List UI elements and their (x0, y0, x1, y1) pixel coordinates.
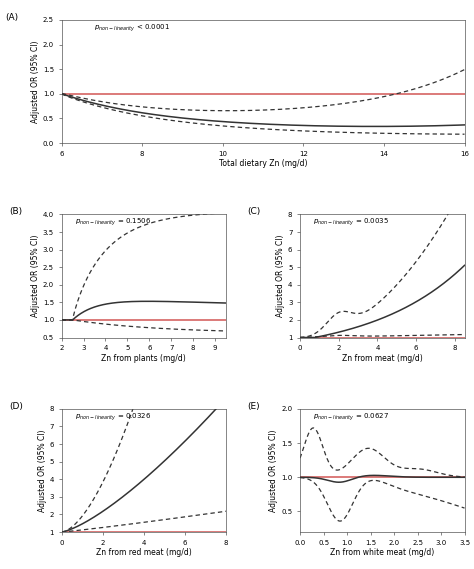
Text: (E): (E) (247, 402, 260, 410)
Text: $p_{non-linearity}$ < 0.0001: $p_{non-linearity}$ < 0.0001 (94, 22, 170, 34)
Y-axis label: Adjusted OR (95% CI): Adjusted OR (95% CI) (38, 429, 47, 512)
Text: $p_{non-linearity}$ = 0.1506: $p_{non-linearity}$ = 0.1506 (75, 217, 151, 228)
Text: (D): (D) (9, 402, 23, 410)
Y-axis label: Adjusted OR (95% CI): Adjusted OR (95% CI) (31, 40, 40, 123)
Text: $p_{non-linearity}$ = 0.0627: $p_{non-linearity}$ = 0.0627 (313, 411, 389, 423)
Text: (C): (C) (247, 207, 261, 216)
Y-axis label: Adjusted OR (95% CI): Adjusted OR (95% CI) (269, 429, 278, 512)
X-axis label: Zn from meat (mg/d): Zn from meat (mg/d) (342, 354, 423, 363)
X-axis label: Zn from red meat (mg/d): Zn from red meat (mg/d) (96, 549, 191, 558)
Text: $p_{non-linearity}$ = 0.0326: $p_{non-linearity}$ = 0.0326 (75, 411, 151, 423)
Text: (B): (B) (9, 207, 22, 216)
Y-axis label: Adjusted OR (95% CI): Adjusted OR (95% CI) (31, 235, 40, 317)
Text: (A): (A) (5, 13, 18, 22)
X-axis label: Zn from white meat (mg/d): Zn from white meat (mg/d) (330, 549, 434, 558)
Text: $p_{non-linearity}$ = 0.0035: $p_{non-linearity}$ = 0.0035 (313, 217, 389, 228)
Y-axis label: Adjusted OR (95% CI): Adjusted OR (95% CI) (276, 235, 285, 317)
X-axis label: Zn from plants (mg/d): Zn from plants (mg/d) (101, 354, 186, 363)
X-axis label: Total dietary Zn (mg/d): Total dietary Zn (mg/d) (219, 159, 307, 168)
